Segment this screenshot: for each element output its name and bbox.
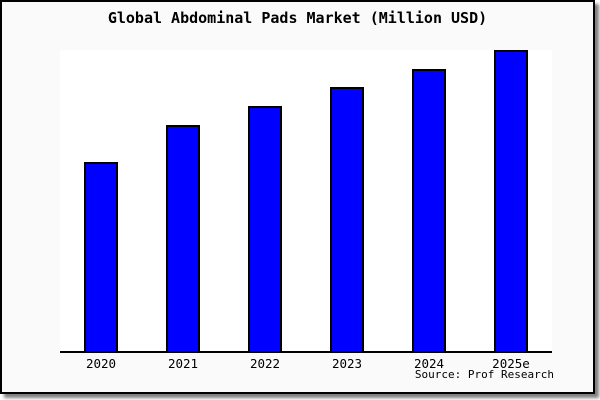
bar-slot xyxy=(388,50,470,351)
source-caption: Source: Prof Research xyxy=(414,368,554,381)
x-tick-label-2023: 2023 xyxy=(331,356,363,371)
plot-area xyxy=(60,50,552,353)
bar-2025e xyxy=(494,50,528,351)
bar-slot xyxy=(470,50,552,351)
bar-2021 xyxy=(166,125,200,351)
x-tick-label-2020: 2020 xyxy=(85,356,117,371)
bar-2022 xyxy=(248,106,282,351)
bar-2023 xyxy=(330,87,364,351)
x-axis-labels: 2020 2021 2022 2023 2024 2025e xyxy=(60,357,552,371)
bar-slot xyxy=(224,50,306,351)
bar-slot xyxy=(60,50,142,351)
chart-title: Global Abdominal Pads Market (Million US… xyxy=(107,9,488,27)
x-tick-label-2024: 2024 xyxy=(413,356,445,371)
x-tick-label-2025e: 2025e xyxy=(492,356,530,371)
x-tick-label-2021: 2021 xyxy=(167,356,199,371)
bar-slot xyxy=(306,50,388,351)
bar-2020 xyxy=(84,162,118,351)
bar-2024 xyxy=(412,69,446,351)
x-tick-label-2022: 2022 xyxy=(249,356,281,371)
chart-panel: Global Abdominal Pads Market (Million US… xyxy=(0,0,595,394)
bar-slot xyxy=(142,50,224,351)
